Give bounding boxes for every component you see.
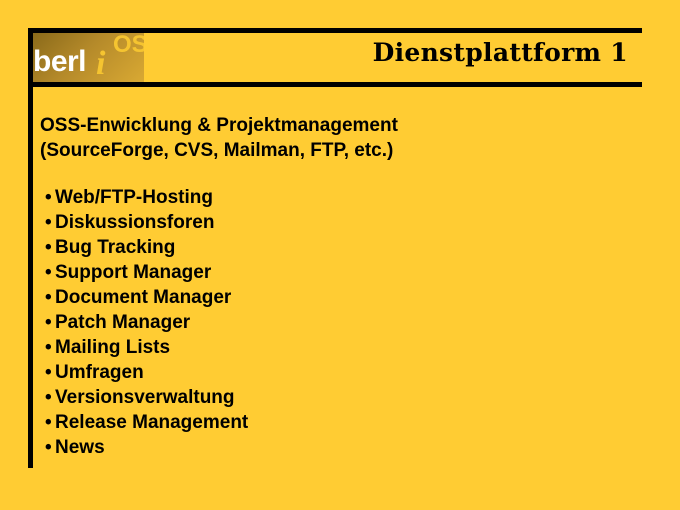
bullet-icon: • xyxy=(45,287,52,308)
berlios-logo: berl i OS xyxy=(33,33,144,82)
list-item: • Mailing Lists xyxy=(45,335,248,360)
list-item: • Web/FTP-Hosting xyxy=(45,185,248,210)
logo-i: i xyxy=(96,45,106,82)
bullet-icon: • xyxy=(45,237,52,258)
bullet-icon: • xyxy=(45,262,52,283)
list-item-label: Release Management xyxy=(55,412,249,433)
list-item: • Document Manager xyxy=(45,285,248,310)
list-item-label: News xyxy=(55,437,105,458)
bullet-icon: • xyxy=(45,437,52,458)
list-item-label: Support Manager xyxy=(55,262,212,283)
list-item-label: Diskussionsforen xyxy=(55,212,215,233)
logo-os: OS xyxy=(113,33,144,58)
top-horizontal-rule xyxy=(28,28,642,33)
list-item: • Release Management xyxy=(45,410,248,435)
list-item: • Bug Tracking xyxy=(45,235,248,260)
slide-title: Dienstplattform 1 xyxy=(372,38,628,67)
bullet-icon: • xyxy=(45,312,52,333)
bullet-icon: • xyxy=(45,362,52,383)
list-item-label: Umfragen xyxy=(55,362,144,383)
subtitle-line-2: (SourceForge, CVS, Mailman, FTP, etc.) xyxy=(40,140,394,161)
bullet-icon: • xyxy=(45,187,52,208)
list-item-label: Bug Tracking xyxy=(55,237,176,258)
list-item-label: Mailing Lists xyxy=(55,337,171,358)
slide-subtitle: OSS-Enwicklung & Projektmanagement (Sour… xyxy=(40,113,398,163)
list-item-label: Versionsverwaltung xyxy=(55,387,235,408)
list-item: • Support Manager xyxy=(45,260,248,285)
logo-word: berl xyxy=(33,45,87,78)
bullet-icon: • xyxy=(45,212,52,233)
list-item: • Umfragen xyxy=(45,360,248,385)
bullet-icon: • xyxy=(45,387,52,408)
list-item: • Diskussionsforen xyxy=(45,210,248,235)
list-item: • News xyxy=(45,435,248,460)
bullet-icon: • xyxy=(45,337,52,358)
list-item-label: Web/FTP-Hosting xyxy=(55,187,213,208)
list-item-label: Document Manager xyxy=(55,287,232,308)
feature-list: • Web/FTP-Hosting • Diskussionsforen • Bug … xyxy=(45,185,248,460)
subtitle-line-1: OSS-Enwicklung & Projektmanagement xyxy=(40,115,398,136)
list-item: • Versionsverwaltung xyxy=(45,385,248,410)
header-divider-rule xyxy=(28,82,642,87)
left-vertical-rule xyxy=(28,28,33,468)
list-item: • Patch Manager xyxy=(45,310,248,335)
bullet-icon: • xyxy=(45,412,52,433)
list-item-label: Patch Manager xyxy=(55,312,191,333)
